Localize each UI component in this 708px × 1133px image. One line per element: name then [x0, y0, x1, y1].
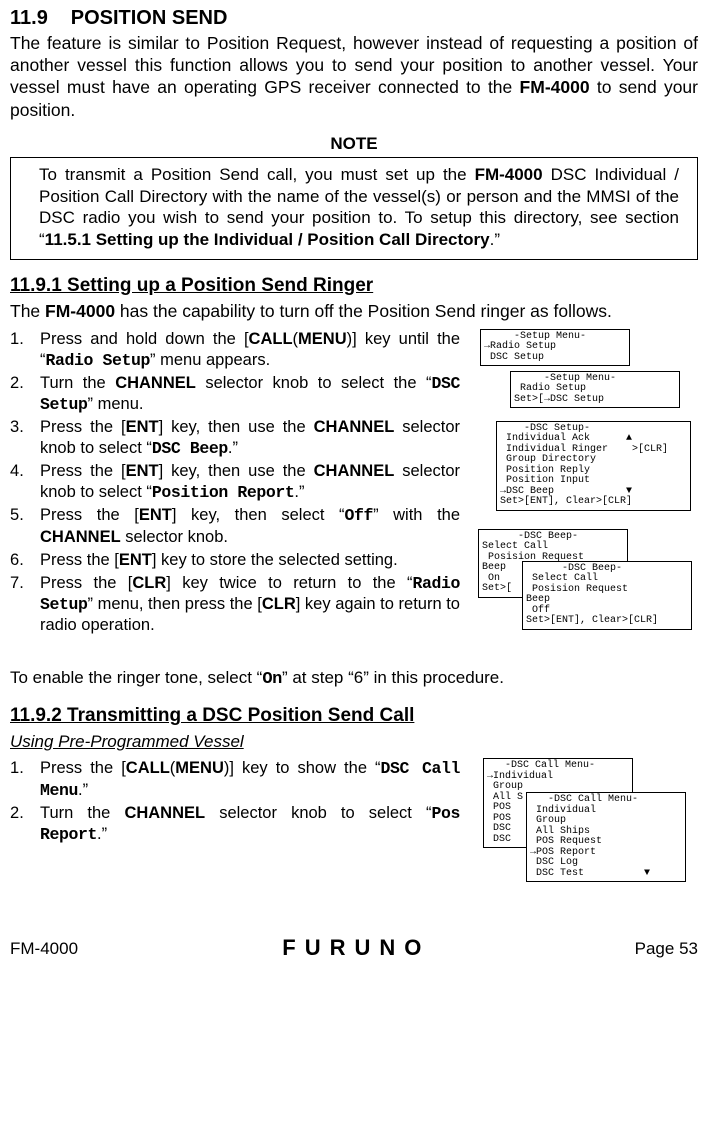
t: On	[262, 670, 282, 689]
t: Radio Setup	[46, 351, 151, 370]
screens-column-2: -DSC Call Menu- →Individual Group All S …	[468, 758, 698, 908]
intro-paragraph: The feature is similar to Position Reque…	[10, 32, 698, 122]
t: CHANNEL	[115, 374, 196, 392]
t: Press and hold down the [	[40, 330, 249, 348]
steps-column: Press and hold down the [CALL(MENU)] key…	[10, 329, 460, 659]
lead-c: has the capability to turn off the Posit…	[115, 301, 612, 321]
t: selector knob to select “	[205, 804, 431, 822]
subsection-11-9-2-heading: 11.9.2 Transmitting a DSC Position Send …	[10, 704, 698, 728]
t: Turn the	[40, 804, 124, 822]
lead-device: FM-4000	[45, 301, 115, 321]
lcd-screen-beep-off: -DSC Beep- Select Call Posision Request …	[522, 561, 692, 630]
t: Press the [	[40, 506, 139, 524]
t: MENU	[298, 330, 347, 348]
t: Press the [	[40, 574, 132, 592]
t: ” with the	[373, 506, 460, 524]
section-header: 11.9 POSITION SEND	[10, 6, 698, 32]
t: selector knob to select the “	[196, 374, 432, 392]
step-7: Press the [CLR] key twice to return to t…	[10, 573, 460, 636]
note-ref: 11.5.1 Setting up the Individual / Posit…	[45, 230, 490, 249]
lcd-screen-dsc-setup: -DSC Setup- Individual Ack ▲ Individual …	[496, 421, 691, 511]
t: selector knob.	[121, 528, 228, 546]
footer-brand: FURUNO	[282, 934, 430, 962]
lcd-screen-setup-1: -Setup Menu- →Radio Setup DSC Setup	[480, 329, 630, 367]
note-label: NOTE	[10, 133, 698, 155]
steps-list-2: Press the [CALL(MENU)] key to show the “…	[10, 758, 460, 844]
lead-a: The	[10, 301, 45, 321]
t: CALL	[126, 759, 170, 777]
t: Press the [	[40, 462, 126, 480]
t: ENT	[126, 462, 159, 480]
t: CHANNEL	[40, 528, 121, 546]
section-number: 11.9	[10, 7, 48, 29]
subsection-11-9-1-heading: 11.9.1 Setting up a Position Send Ringer	[10, 274, 698, 298]
page-footer: FM-4000 FURUNO Page 53	[10, 934, 698, 962]
t: CHANNEL	[314, 462, 395, 480]
t: ] key to store the selected setting.	[152, 551, 398, 569]
step-3: Press the [ENT] key, then use the CHANNE…	[10, 417, 460, 459]
t: DSC Beep	[152, 439, 228, 458]
step-6: Press the [ENT] key to store the selecte…	[10, 550, 460, 571]
steps-block-2: Press the [CALL(MENU)] key to show the “…	[10, 758, 698, 908]
t: .”	[78, 781, 88, 799]
footer-model: FM-4000	[10, 938, 78, 960]
t: Turn the	[40, 374, 115, 392]
t: .”	[97, 825, 107, 843]
steps-block-1: Press and hold down the [CALL(MENU)] key…	[10, 329, 698, 659]
t: CALL	[249, 330, 293, 348]
note-device: FM-4000	[475, 165, 543, 184]
subsection-11-9-2-sub: Using Pre-Programmed Vessel	[10, 731, 698, 753]
step-1: Press and hold down the [CALL(MENU)] key…	[10, 329, 460, 371]
step2-1: Press the [CALL(MENU)] key to show the “…	[10, 758, 460, 800]
note-box: To transmit a Position Send call, you mu…	[10, 157, 698, 260]
t: MENU	[175, 759, 224, 777]
note-text-1: To transmit a Position Send call, you mu…	[39, 165, 475, 184]
t: Off	[345, 506, 374, 525]
lcd-screen-call-menu-2: -DSC Call Menu- Individual Group All Shi…	[526, 792, 686, 882]
section-title: POSITION SEND	[71, 7, 228, 29]
t: CLR	[132, 574, 166, 592]
t: ” at step “6” in this procedure.	[282, 668, 504, 687]
t: .”	[294, 483, 304, 501]
steps-list-1: Press and hold down the [CALL(MENU)] key…	[10, 329, 460, 637]
t: Position Report	[152, 483, 295, 502]
t: ” menu, then press the [	[88, 595, 262, 613]
step-4: Press the [ENT] key, then use the CHANNE…	[10, 461, 460, 503]
note-block: NOTE To transmit a Position Send call, y…	[10, 133, 698, 260]
t: ] key twice to return to the “	[166, 574, 412, 592]
t: CHANNEL	[124, 804, 205, 822]
t: ENT	[139, 506, 172, 524]
t: .”	[228, 439, 238, 457]
intro-device: FM-4000	[520, 77, 590, 97]
t: ENT	[126, 418, 159, 436]
steps-column-2: Press the [CALL(MENU)] key to show the “…	[10, 758, 460, 908]
footer-page: Page 53	[635, 938, 698, 960]
t: ] key, then use the	[159, 418, 314, 436]
t: To enable the ringer tone, select “	[10, 668, 262, 687]
t: Press the [	[40, 418, 126, 436]
step-2: Turn the CHANNEL selector knob to select…	[10, 373, 460, 415]
t: ] key, then use the	[159, 462, 314, 480]
t: ” menu appears.	[150, 351, 270, 369]
t: CLR	[262, 595, 296, 613]
subsection-11-9-1-lead: The FM-4000 has the capability to turn o…	[10, 300, 698, 322]
step-5: Press the [ENT] key, then select “Off” w…	[10, 505, 460, 547]
t: Press the [	[40, 551, 119, 569]
note-text-3: .”	[490, 230, 500, 249]
step2-2: Turn the CHANNEL selector knob to select…	[10, 803, 460, 845]
t: ] key, then select “	[172, 506, 345, 524]
t: CHANNEL	[314, 418, 395, 436]
lcd-screen-setup-2: -Setup Menu- Radio Setup Set>[→DSC Setup	[510, 371, 680, 409]
t: Press the [	[40, 759, 126, 777]
t: )] key to show the “	[224, 759, 381, 777]
t: ” menu.	[88, 395, 144, 413]
after-steps-note: To enable the ringer tone, select “On” a…	[10, 667, 698, 691]
screens-column-1: -Setup Menu- →Radio Setup DSC Setup -Set…	[468, 329, 698, 659]
t: ENT	[119, 551, 152, 569]
